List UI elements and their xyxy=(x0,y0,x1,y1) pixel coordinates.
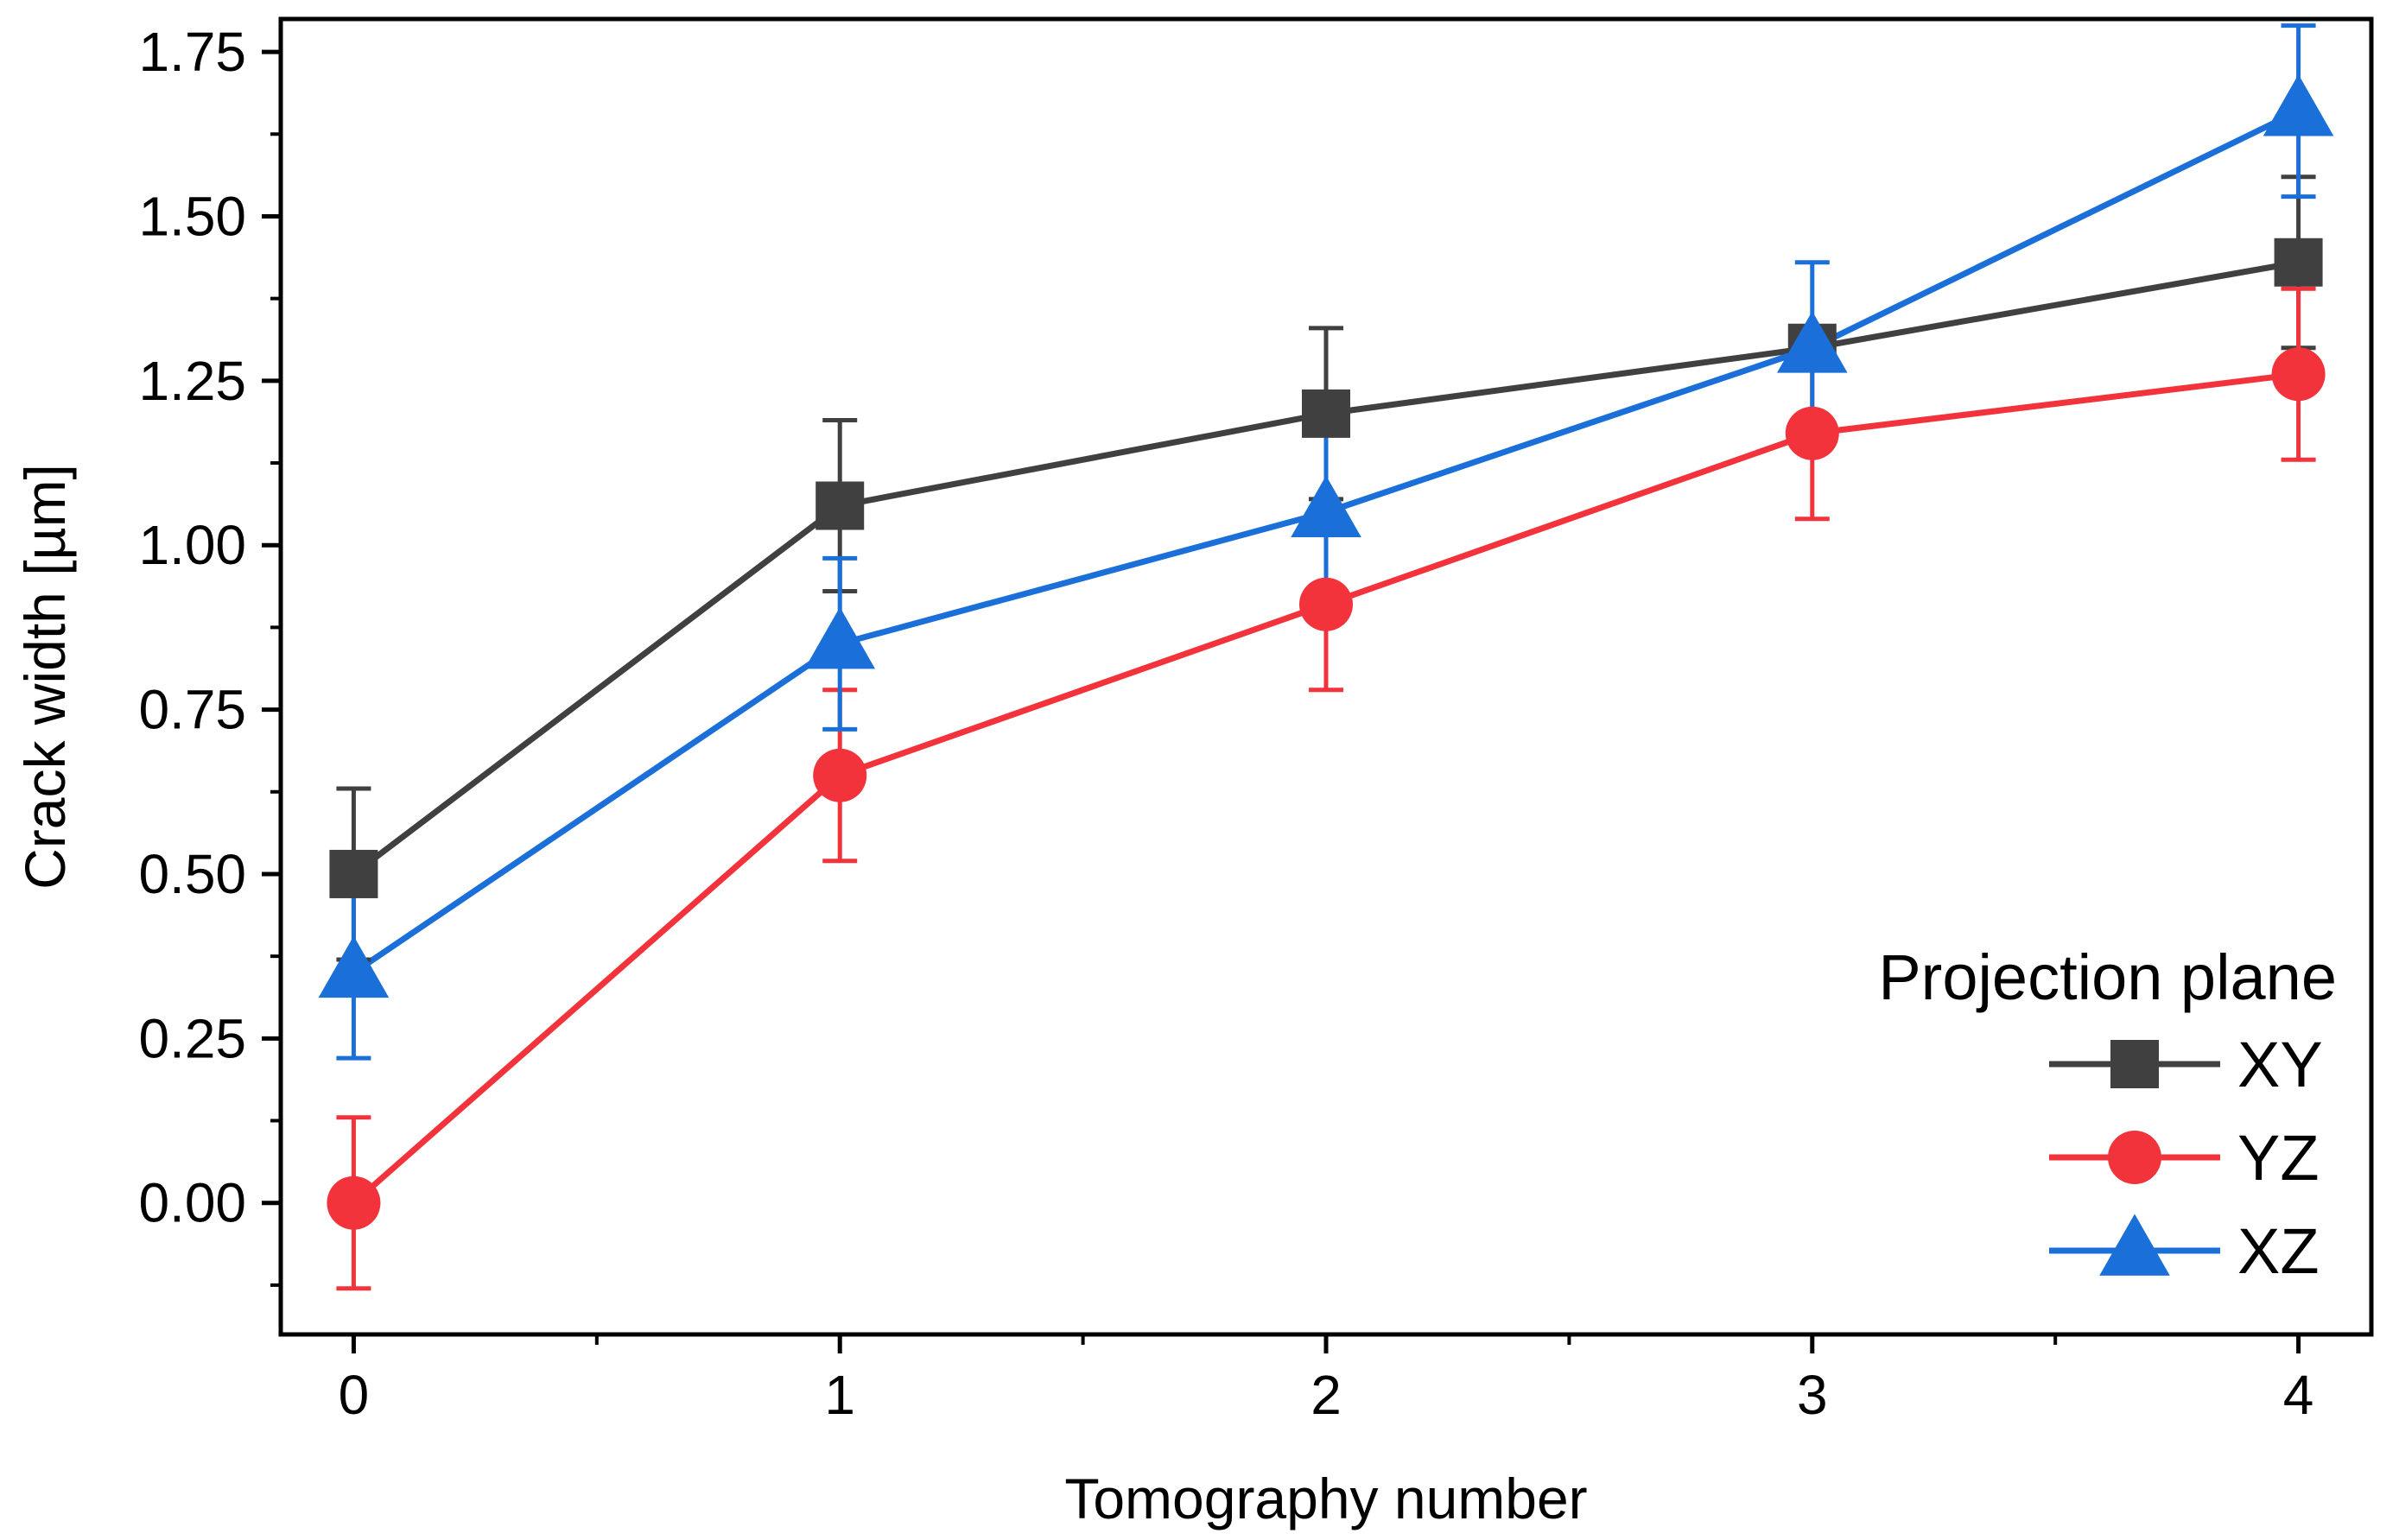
plot-area xyxy=(318,23,2334,1291)
y-tick-label: 1.00 xyxy=(138,514,246,576)
data-point-xz xyxy=(1776,311,1848,373)
legend: Projection plane XY YZ XZ xyxy=(1878,941,2337,1287)
legend-item-xz: XZ xyxy=(2049,1214,2320,1287)
y-tick-label: 0.75 xyxy=(138,679,246,741)
x-tick-label: 1 xyxy=(824,1364,855,1426)
data-point-yz xyxy=(327,1176,381,1230)
data-point-xy xyxy=(329,849,378,898)
data-point-yz xyxy=(1299,577,1353,631)
data-point-yz xyxy=(1785,406,1839,460)
data-point-xy xyxy=(2274,238,2323,287)
legend-title: Projection plane xyxy=(1878,941,2337,1013)
legend-label: YZ xyxy=(2237,1122,2320,1194)
legend-marker xyxy=(2099,1214,2170,1276)
data-point-xz xyxy=(804,606,876,669)
data-point-xz xyxy=(2263,74,2334,136)
y-tick-label: 0.00 xyxy=(138,1172,246,1234)
y-tick-label: 1.50 xyxy=(138,185,246,247)
data-point-xy xyxy=(1302,389,1350,438)
x-axis-title: Tomography number xyxy=(1064,1467,1587,1530)
y-axis-title: Crack width [µm] xyxy=(13,464,77,890)
y-tick-label: 0.25 xyxy=(138,1007,246,1069)
legend-label: XY xyxy=(2237,1029,2323,1100)
y-tick-label: 1.75 xyxy=(138,21,246,83)
legend-marker xyxy=(2110,1040,2159,1088)
legend-marker xyxy=(2108,1131,2161,1184)
x-tick-label: 3 xyxy=(1797,1364,1828,1426)
data-point-xy xyxy=(816,481,865,530)
data-point-yz xyxy=(813,748,867,802)
x-tick-label: 2 xyxy=(1311,1364,1342,1426)
legend-item-yz: YZ xyxy=(2049,1122,2320,1194)
x-tick-label: 4 xyxy=(2283,1364,2314,1426)
data-point-xz xyxy=(318,935,390,998)
x-tick-label: 0 xyxy=(339,1364,370,1426)
data-point-yz xyxy=(2271,347,2326,402)
axes: 0.00 0.25 0.50 0.75 1.00 1.25 1.50 1.75 0 1 2 3 4 Tom… xyxy=(13,16,2374,1530)
y-tick-label: 0.50 xyxy=(138,843,246,905)
legend-item-xy: XY xyxy=(2049,1029,2323,1100)
y-tick-label: 1.25 xyxy=(138,350,246,412)
data-point-xz xyxy=(1291,475,1361,538)
legend-label: XZ xyxy=(2237,1215,2320,1287)
